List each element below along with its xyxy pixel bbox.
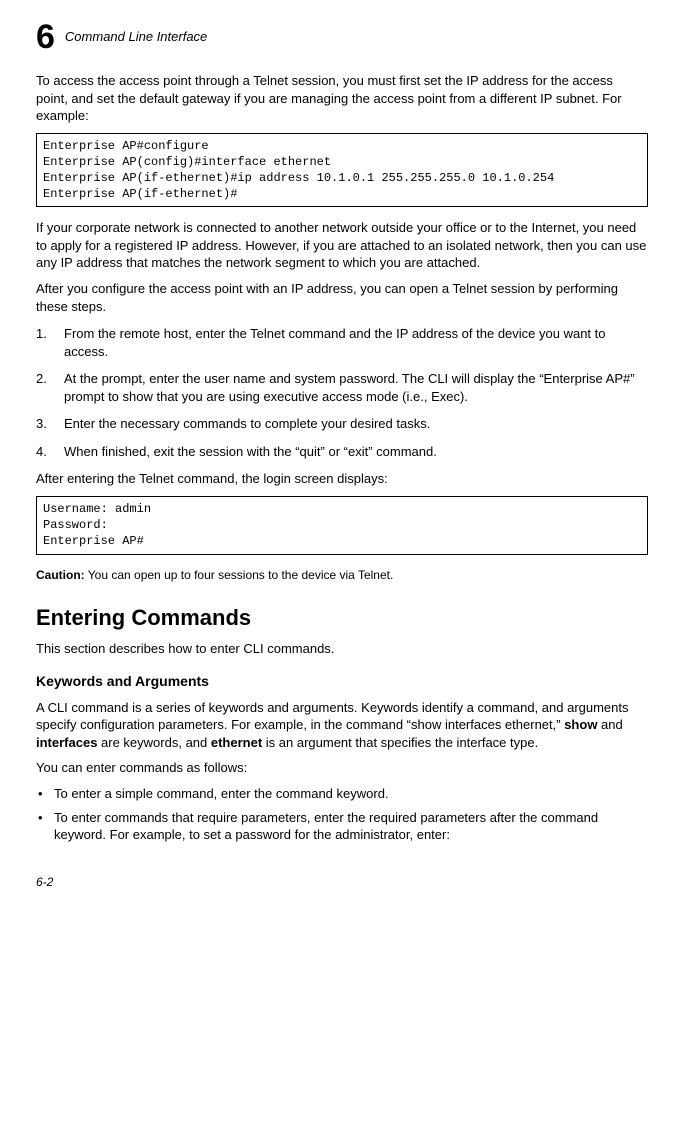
bullet-item: To enter a simple command, enter the com… xyxy=(36,785,648,803)
enter-commands-intro: You can enter commands as follows: xyxy=(36,759,648,777)
caution-label: Caution: xyxy=(36,568,85,582)
code-line: Enterprise AP# xyxy=(43,534,144,548)
body-paragraph: After you configure the access point wit… xyxy=(36,280,648,315)
code-line: Enterprise AP#configure xyxy=(43,139,209,153)
caution-text: You can open up to four sessions to the … xyxy=(85,568,394,582)
para-text: A CLI command is a series of keywords an… xyxy=(36,700,629,733)
body-paragraph: After entering the Telnet command, the l… xyxy=(36,470,648,488)
code-line: Enterprise AP(if-ethernet)#ip address 10… xyxy=(43,171,554,185)
step-item: At the prompt, enter the user name and s… xyxy=(36,370,648,405)
caution-note: Caution: You can open up to four session… xyxy=(36,567,648,583)
para-text: and xyxy=(597,717,622,732)
chapter-header: 6 Command Line Interface xyxy=(36,20,648,54)
section-intro: This section describes how to enter CLI … xyxy=(36,640,648,658)
step-item: From the remote host, enter the Telnet c… xyxy=(36,325,648,360)
page-number: 6-2 xyxy=(36,874,648,890)
keyword-ethernet: ethernet xyxy=(211,735,262,750)
code-block-login: Username: admin Password: Enterprise AP# xyxy=(36,496,648,555)
code-line: Enterprise AP(config)#interface ethernet xyxy=(43,155,331,169)
step-item: When finished, exit the session with the… xyxy=(36,443,648,461)
chapter-title: Command Line Interface xyxy=(65,28,207,46)
bullet-item: To enter commands that require parameter… xyxy=(36,809,648,844)
subsection-heading-keywords: Keywords and Arguments xyxy=(36,672,648,691)
para-text: is an argument that specifies the interf… xyxy=(262,735,538,750)
keyword-interfaces: interfaces xyxy=(36,735,97,750)
code-line: Enterprise AP(if-ethernet)# xyxy=(43,187,237,201)
bullet-list: To enter a simple command, enter the com… xyxy=(36,785,648,844)
step-item: Enter the necessary commands to complete… xyxy=(36,415,648,433)
code-line: Password: xyxy=(43,518,115,532)
keyword-show: show xyxy=(564,717,597,732)
code-line: Username: admin xyxy=(43,502,151,516)
keywords-paragraph: A CLI command is a series of keywords an… xyxy=(36,699,648,752)
chapter-number: 6 xyxy=(36,20,55,54)
intro-paragraph: To access the access point through a Tel… xyxy=(36,72,648,125)
code-block-configure: Enterprise AP#configure Enterprise AP(co… xyxy=(36,133,648,208)
para-text: are keywords, and xyxy=(97,735,210,750)
steps-list: From the remote host, enter the Telnet c… xyxy=(36,325,648,460)
body-paragraph: If your corporate network is connected t… xyxy=(36,219,648,272)
section-heading-entering-commands: Entering Commands xyxy=(36,603,648,633)
